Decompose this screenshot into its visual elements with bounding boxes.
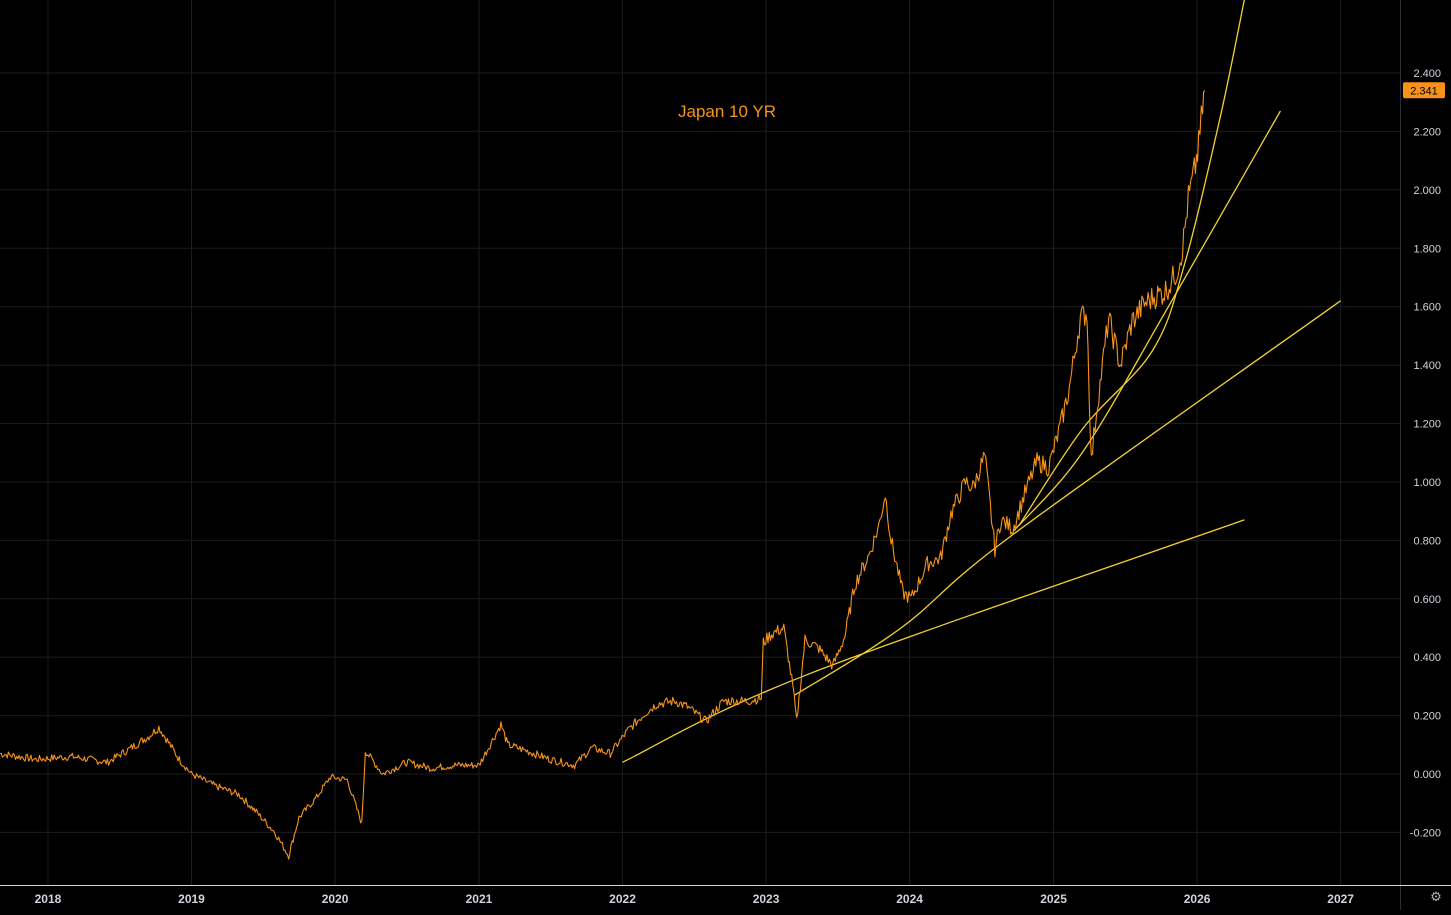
price-tick-label: 1.400 [1413, 360, 1441, 372]
time-tick-label: 2023 [753, 892, 780, 906]
gear-icon[interactable]: ⚙ [1430, 889, 1442, 904]
price-series [0, 90, 1206, 860]
price-tick-label: 1.000 [1413, 477, 1441, 489]
price-tick-label: -0.200 [1410, 827, 1441, 839]
time-tick-label: 2019 [178, 892, 205, 906]
time-tick-label: 2020 [322, 892, 349, 906]
time-axis[interactable]: 2018 2019 2020 2021 2022 2023 2024 2025 2026 2027 [0, 885, 1451, 907]
price-axis[interactable]: 2.400 2.200 2.000 1.800 1.600 1.400 1.200 1.000… [1400, 0, 1442, 910]
price-tick-label: 0.800 [1413, 535, 1441, 547]
last-price-value: 2.341 [1410, 85, 1438, 97]
trendline-1 [622, 519, 1245, 763]
price-tick-label: 2.000 [1413, 185, 1441, 197]
price-tick-label: 1.200 [1413, 419, 1441, 431]
last-price-tag-bg [1403, 82, 1445, 99]
price-tick-label: 0.200 [1413, 711, 1441, 723]
trendline-4 [1018, 0, 1245, 527]
price-tick-label: 1.800 [1413, 243, 1441, 255]
time-tick-label: 2018 [35, 892, 62, 906]
price-tick-label: 0.000 [1413, 769, 1441, 781]
trendline-2 [794, 300, 1341, 696]
price-line-1 [0, 90, 1206, 860]
time-tick-label: 2024 [896, 892, 923, 906]
price-tick-label: 1.600 [1413, 302, 1441, 314]
price-tick-label: 2.400 [1413, 68, 1441, 80]
time-tick-label: 2027 [1327, 892, 1354, 906]
price-tick-label: 0.600 [1413, 594, 1441, 606]
last-price-tag: 2.341 [1403, 82, 1445, 99]
trendlines [622, 0, 1341, 763]
chart-title: Japan 10 YR [678, 102, 776, 121]
trendline-3 [1012, 110, 1281, 533]
price-tick-label: 0.400 [1413, 652, 1441, 664]
time-tick-label: 2026 [1184, 892, 1211, 906]
price-tick-label: 2.200 [1413, 126, 1441, 138]
time-tick-label: 2021 [466, 892, 493, 906]
time-tick-label: 2022 [609, 892, 636, 906]
time-tick-label: 2025 [1040, 892, 1067, 906]
